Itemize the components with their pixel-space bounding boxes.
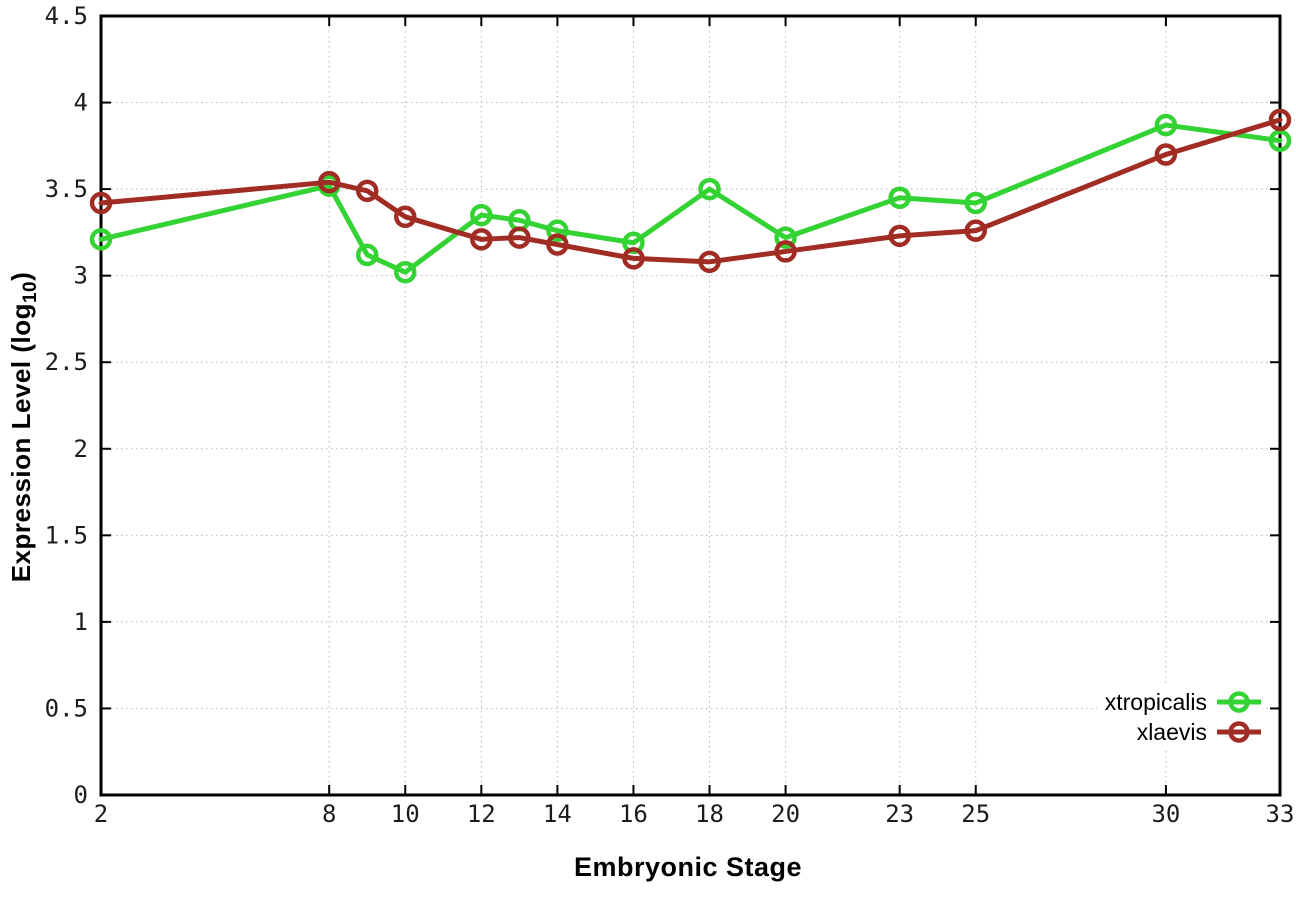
x-tick-label: 14: [543, 800, 572, 828]
y-tick-label: 3.5: [45, 175, 88, 203]
y-tick-label: 4: [74, 89, 88, 117]
data-point-xtropicalis: [622, 231, 645, 255]
y-axis-title: Expression Level (log10): [6, 272, 42, 583]
x-tick-label: 30: [1151, 800, 1180, 828]
data-point-xlaevis: [888, 224, 911, 248]
x-tick-label: 10: [391, 800, 420, 828]
data-point-xtropicalis: [1154, 113, 1178, 137]
data-point-xlaevis: [546, 233, 569, 256]
x-tick-label: 8: [322, 800, 336, 828]
y-axis-title-text: Expression Level (log: [6, 303, 36, 583]
x-axis-title: Embryonic Stage: [573, 852, 803, 882]
series-line-xtropicalis: [98, 122, 1283, 275]
legend-marker-xtropicalis: [1217, 691, 1261, 713]
data-point-xlaevis: [622, 247, 645, 270]
x-tick-label: 16: [619, 800, 648, 828]
y-tick-label: 0: [74, 781, 88, 809]
y-tick-label: 0.5: [45, 694, 88, 722]
legend-marker-xlaevis: [1217, 721, 1261, 743]
y-tick-label: 4.5: [45, 2, 88, 30]
data-point-xlaevis: [470, 228, 493, 251]
y-axis-title-subscript: 10: [20, 280, 41, 304]
data-point-xlaevis: [698, 250, 721, 274]
data-point-xtropicalis: [470, 203, 493, 227]
x-tick-label: 2: [94, 800, 108, 828]
plot-border: [99, 14, 1282, 797]
y-tick-label: 3: [74, 262, 88, 290]
y-tick-label: 2: [74, 435, 88, 463]
legend-label: xtropicalis: [1104, 688, 1207, 715]
data-point-xlaevis: [89, 191, 113, 215]
data-point-xlaevis: [317, 170, 341, 194]
legend-item-xtropicalis: xtropicalis: [1105, 687, 1262, 717]
data-point-xtropicalis: [355, 243, 379, 267]
x-tick-label: 12: [467, 800, 496, 828]
x-tick-label: 23: [885, 800, 914, 828]
data-point-xlaevis: [355, 179, 379, 203]
data-point-xtropicalis: [964, 191, 987, 215]
data-point-xtropicalis: [89, 228, 113, 251]
data-point-xtropicalis: [546, 219, 569, 242]
legend: xtropicalis xlaevis: [1096, 685, 1262, 749]
y-tick-label: 1: [74, 608, 88, 636]
data-point-xlaevis: [964, 219, 987, 242]
data-point-xlaevis: [1268, 108, 1292, 132]
x-tick-label: 25: [961, 800, 990, 828]
data-point-xlaevis: [508, 226, 531, 249]
x-tick-label: 18: [695, 800, 724, 828]
data-point-xtropicalis: [774, 226, 797, 249]
x-tick-label: 33: [1266, 800, 1295, 828]
data-point-xtropicalis: [394, 260, 417, 284]
series-line-xlaevis: [98, 117, 1283, 265]
y-tick-label: 1.5: [45, 521, 88, 549]
y-axis-title-suffix: ): [6, 271, 36, 281]
legend-label: xlaevis: [1136, 718, 1207, 745]
y-tick-label: 2.5: [45, 348, 88, 376]
data-point-xtropicalis: [1268, 129, 1292, 152]
data-point-xlaevis: [1154, 143, 1178, 166]
legend-item-xlaevis: xlaevis: [1105, 717, 1262, 747]
data-point-xtropicalis: [888, 186, 911, 210]
data-point-xtropicalis: [698, 177, 721, 201]
x-tick-label: 20: [771, 800, 800, 828]
data-point-xlaevis: [774, 240, 797, 263]
data-point-xlaevis: [394, 205, 417, 229]
